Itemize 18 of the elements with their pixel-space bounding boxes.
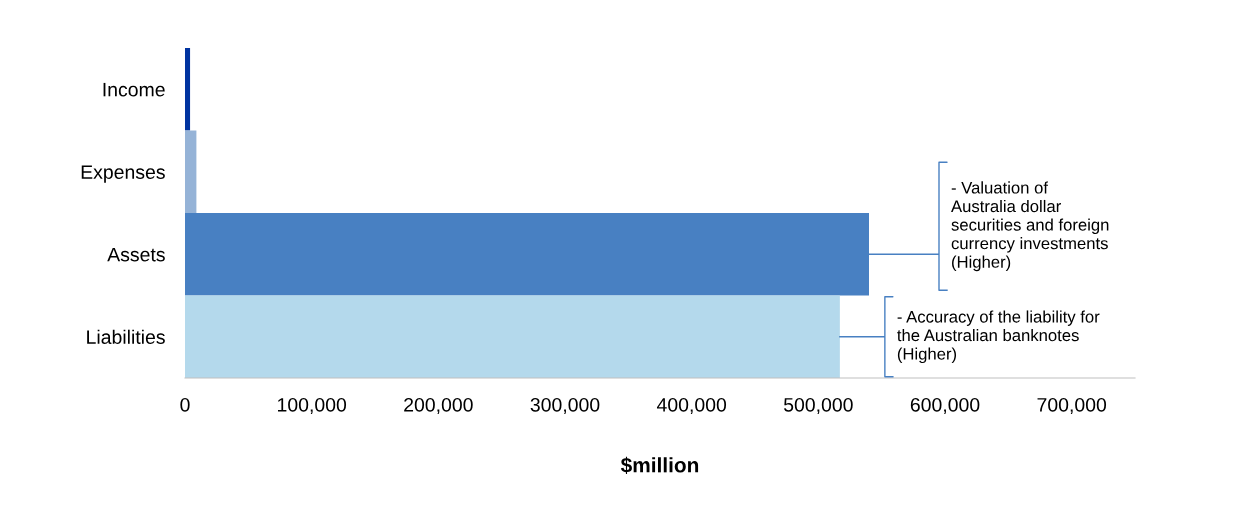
y-tick-label: Income (103, 82, 165, 97)
y-tick-label: Assets (107, 247, 165, 262)
bar (185, 295, 840, 378)
x-tick-label: 300,000 (530, 397, 600, 415)
x-tick-label: 600,000 (910, 397, 980, 415)
x-axis-title: $million (620, 456, 699, 474)
x-tick-label: 500,000 (783, 397, 853, 415)
bar (185, 48, 191, 131)
x-tick-label: 700,000 (1037, 397, 1107, 415)
x-tick-label: 200,000 (404, 397, 473, 415)
x-tick-label: 0 (180, 397, 190, 412)
y-tick-label: Expenses (81, 165, 165, 183)
x-tick-label: 400,000 (656, 397, 727, 415)
x-tick-label: 100,000 (278, 397, 347, 415)
annotation: - Accuracy of the liability for the Australian banknotes (Higher) (897, 310, 1100, 364)
annotation: - Valuation of Australia dollar securities and foreign currency investments (Higher) (951, 181, 1109, 272)
bar (185, 130, 197, 213)
y-tick-label: Liabilities (87, 329, 165, 344)
